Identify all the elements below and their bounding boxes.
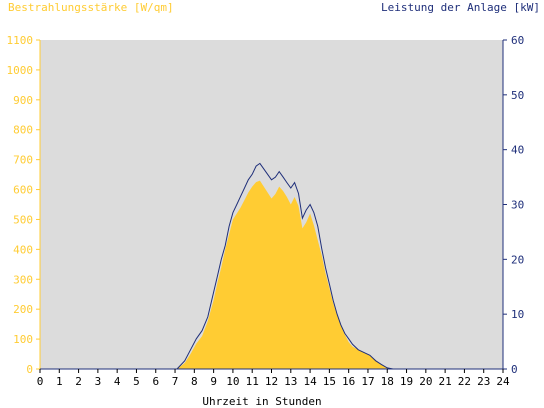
y-left-tick-label: 0 bbox=[26, 363, 33, 376]
y-left-tick-label: 700 bbox=[13, 154, 33, 167]
y-left-tick-label: 1100 bbox=[7, 34, 34, 47]
chart-ticks: 0100200300400500600700800900100011000102… bbox=[7, 34, 525, 388]
y-left-tick-label: 100 bbox=[13, 333, 33, 346]
x-tick-label: 17 bbox=[361, 375, 374, 388]
y-right-tick-label: 30 bbox=[511, 199, 524, 212]
power-line bbox=[40, 162, 503, 370]
x-tick-label: 4 bbox=[114, 375, 121, 388]
x-tick-label: 23 bbox=[477, 375, 490, 388]
x-tick-label: 16 bbox=[342, 375, 355, 388]
x-tick-label: 8 bbox=[191, 375, 198, 388]
y-right-tick-label: 50 bbox=[511, 89, 524, 102]
y-left-tick-label: 400 bbox=[13, 243, 33, 256]
x-tick-label: 5 bbox=[133, 375, 140, 388]
x-tick-label: 14 bbox=[303, 375, 317, 388]
y-right-tick-label: 40 bbox=[511, 144, 524, 157]
x-tick-label: 0 bbox=[37, 375, 44, 388]
x-tick-label: 19 bbox=[400, 375, 413, 388]
x-tick-label: 9 bbox=[210, 375, 217, 388]
y-right-tick-label: 60 bbox=[511, 34, 524, 47]
x-tick-label: 2 bbox=[75, 375, 82, 388]
x-tick-label: 21 bbox=[439, 375, 452, 388]
x-axis-title: Uhrzeit in Stunden bbox=[202, 395, 321, 408]
x-tick-label: 3 bbox=[95, 375, 102, 388]
x-tick-label: 11 bbox=[246, 375, 259, 388]
x-tick-label: 20 bbox=[419, 375, 432, 388]
x-tick-label: 18 bbox=[381, 375, 394, 388]
y-right-tick-label: 10 bbox=[511, 308, 524, 321]
y-left-tick-label: 300 bbox=[13, 273, 33, 286]
x-tick-label: 10 bbox=[226, 375, 239, 388]
y-right-tick-label: 0 bbox=[511, 363, 518, 376]
x-tick-label: 15 bbox=[323, 375, 336, 388]
irradiance-area bbox=[40, 180, 503, 369]
x-tick-label: 6 bbox=[152, 375, 159, 388]
left-axis-title: Bestrahlungsstärke [W/qm] bbox=[8, 1, 174, 14]
y-right-tick-label: 20 bbox=[511, 253, 524, 266]
y-left-tick-label: 200 bbox=[13, 303, 33, 316]
y-left-tick-label: 600 bbox=[13, 184, 33, 197]
x-tick-label: 13 bbox=[284, 375, 297, 388]
x-tick-label: 24 bbox=[496, 375, 510, 388]
y-left-tick-label: 1000 bbox=[7, 64, 34, 77]
y-left-tick-label: 500 bbox=[13, 213, 33, 226]
chart-marks bbox=[40, 162, 503, 370]
right-axis-title: Leistung der Anlage [kW] bbox=[381, 1, 540, 14]
x-tick-label: 22 bbox=[458, 375, 471, 388]
y-left-tick-label: 800 bbox=[13, 124, 33, 137]
x-tick-label: 1 bbox=[56, 375, 63, 388]
x-tick-label: 7 bbox=[172, 375, 179, 388]
x-tick-label: 12 bbox=[265, 375, 278, 388]
y-left-tick-label: 900 bbox=[13, 94, 33, 107]
